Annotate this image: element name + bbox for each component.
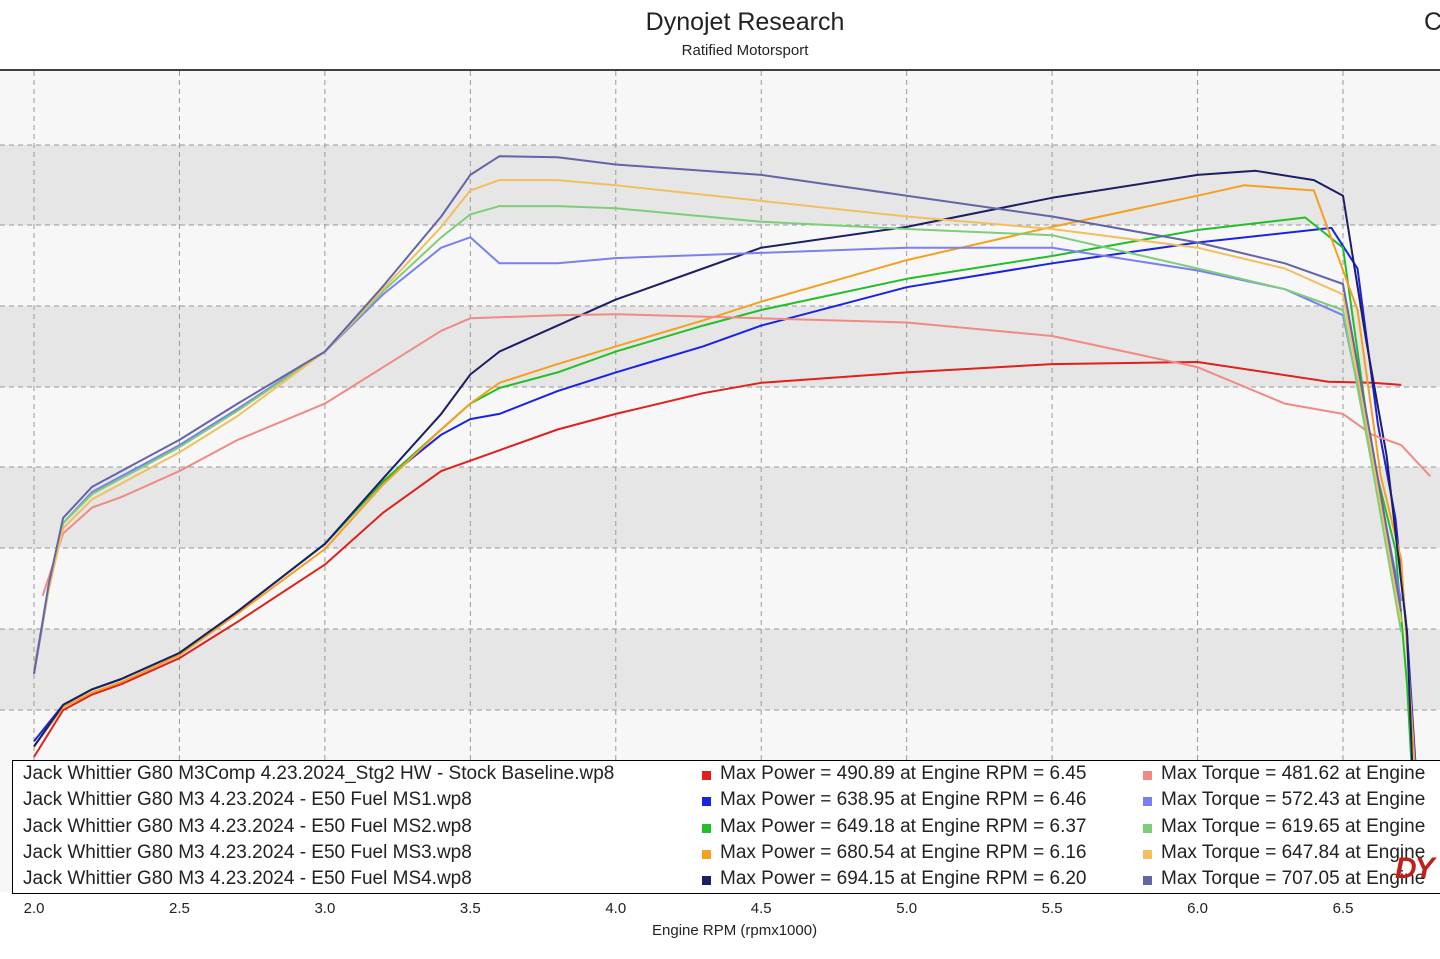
legend-torque-swatch — [1143, 797, 1152, 807]
series-line — [41, 313, 1432, 597]
legend-max-torque: Max Torque = 707.05 at Engine — [1161, 868, 1426, 890]
legend-torque-swatch — [1143, 849, 1152, 859]
legend-row: Jack Whittier G80 M3 4.23.2024 - E50 Fue… — [13, 789, 1440, 815]
legend-file-name: Jack Whittier G80 M3 4.23.2024 - E50 Fue… — [23, 841, 472, 863]
background-band — [0, 387, 1440, 467]
series-line — [33, 179, 1403, 669]
dynojet-logo: DY — [1395, 852, 1435, 885]
x-tick-label: 3.0 — [314, 900, 336, 917]
legend-max-torque: Max Torque = 572.43 at Engine — [1161, 789, 1426, 811]
series-line — [33, 205, 1403, 669]
chart-title: Dynojet Research — [645, 8, 845, 36]
legend-file-name: Jack Whittier G80 M3 4.23.2024 - E50 Fue… — [23, 789, 472, 811]
x-tick-label: 5.0 — [896, 900, 918, 917]
series-line — [33, 184, 1417, 778]
legend-row: Jack Whittier G80 M3 4.23.2024 - E50 Fue… — [13, 816, 1440, 842]
series-line — [33, 236, 1403, 674]
legend-max-torque: Max Torque = 619.65 at Engine — [1161, 815, 1426, 837]
x-tick-label: 5.5 — [1041, 900, 1063, 917]
x-tick-label: 2.0 — [23, 900, 45, 917]
legend-torque-swatch — [1143, 771, 1152, 780]
legend-power-swatch — [702, 797, 711, 807]
legend-power-swatch — [702, 771, 711, 780]
legend-power-swatch — [702, 876, 711, 886]
legend-max-power: Max Power = 680.54 at Engine RPM = 6.16 — [720, 841, 1087, 863]
corner-text: C — [1424, 8, 1440, 36]
x-tick-label: 4.5 — [750, 900, 772, 917]
legend-file-name: Jack Whittier G80 M3 4.23.2024 - E50 Fue… — [23, 868, 472, 890]
x-axis-label: Engine RPM (rpmx1000) — [652, 922, 818, 939]
legend-max-power: Max Power = 490.89 at Engine RPM = 6.45 — [720, 763, 1087, 784]
x-tick-label: 6.5 — [1332, 900, 1354, 917]
legend: Jack Whittier G80 M3Comp 4.23.2024_Stg2 … — [12, 760, 1440, 894]
legend-row: Jack Whittier G80 M3 4.23.2024 - E50 Fue… — [13, 842, 1440, 868]
x-tick-label: 2.5 — [169, 900, 190, 917]
legend-file-name: Jack Whittier G80 M3 4.23.2024 - E50 Fue… — [23, 815, 472, 837]
x-tick-label: 6.0 — [1187, 900, 1208, 917]
background-band — [0, 306, 1440, 387]
background-band — [0, 225, 1440, 306]
background-band — [0, 548, 1440, 629]
legend-power-swatch — [702, 849, 711, 859]
x-tick-label: 3.5 — [459, 900, 481, 917]
legend-row: Jack Whittier G80 M3Comp 4.23.2024_Stg2 … — [13, 763, 1440, 789]
grid-lines — [0, 71, 1440, 892]
background-bands — [0, 71, 1440, 892]
series-line — [33, 169, 1414, 778]
series-line — [33, 155, 1403, 674]
legend-max-torque: Max Torque = 647.84 at Engine — [1161, 841, 1426, 863]
legend-max-power: Max Power = 638.95 at Engine RPM = 6.46 — [720, 789, 1087, 811]
series-line — [33, 361, 1402, 758]
background-band — [0, 145, 1440, 225]
legend-power-swatch — [702, 823, 711, 833]
legend-row: Jack Whittier G80 M3 4.23.2024 - E50 Fue… — [13, 868, 1440, 893]
legend-max-power: Max Power = 649.18 at Engine RPM = 6.37 — [720, 815, 1087, 837]
legend-max-power: Max Power = 694.15 at Engine RPM = 6.20 — [720, 868, 1087, 890]
legend-torque-swatch — [1143, 823, 1152, 833]
series-lines — [33, 155, 1432, 789]
background-band — [0, 467, 1440, 548]
legend-file-name: Jack Whittier G80 M3Comp 4.23.2024_Stg2 … — [23, 763, 615, 784]
legend-torque-swatch — [1143, 876, 1152, 886]
chart-subtitle: Ratified Motorsport — [681, 42, 809, 59]
legend-max-torque: Max Torque = 481.62 at Engine — [1161, 763, 1426, 784]
background-band — [0, 629, 1440, 710]
x-tick-label: 4.0 — [605, 900, 627, 917]
background-band — [0, 71, 1440, 145]
